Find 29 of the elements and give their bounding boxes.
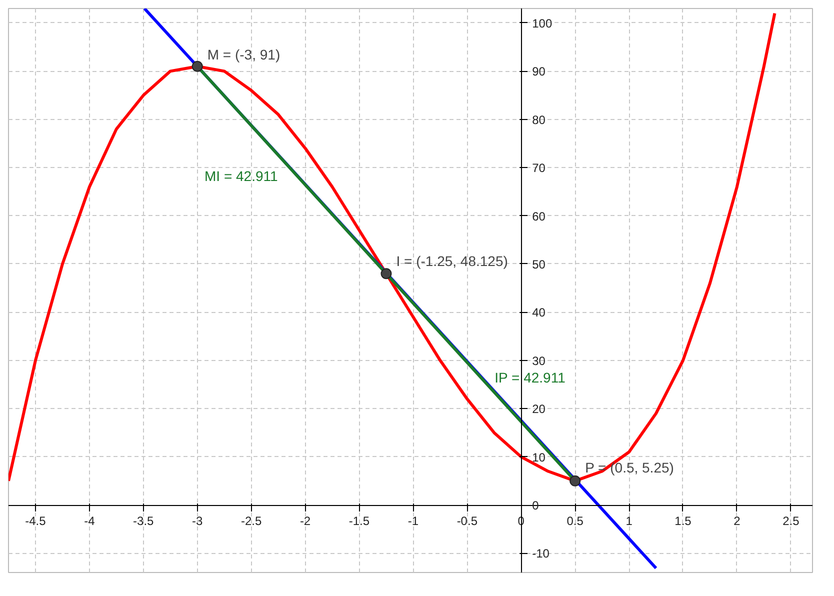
y-tick-label: 70 <box>532 161 546 176</box>
y-tick-label: 30 <box>532 354 546 368</box>
y-tick-label: 10 <box>532 450 546 464</box>
y-tick-label: 40 <box>532 306 546 320</box>
series-label: IP = 42.911 <box>494 369 566 386</box>
y-tick-label: -10 <box>532 546 550 561</box>
x-tick-label: -0.5 <box>456 514 478 528</box>
x-tick-label: -2.5 <box>240 514 262 528</box>
series-label: MI = 42.911 <box>204 168 278 184</box>
y-tick-label: 20 <box>532 402 546 416</box>
y-tick-label: 60 <box>532 209 546 224</box>
x-tick-label: 2.5 <box>782 514 800 528</box>
x-tick-label: -4 <box>84 514 96 528</box>
x-tick-label: 1.5 <box>674 514 692 528</box>
x-tick-label: -1 <box>408 514 419 528</box>
x-tick-label: -3 <box>192 514 204 528</box>
x-tick-label: -2 <box>300 514 311 528</box>
annotation: M = (-3, 91) <box>207 46 280 62</box>
annotation: I = (-1.25, 48.125) <box>396 253 508 270</box>
y-tick-label: 50 <box>532 257 546 272</box>
y-tick-label: 90 <box>532 64 546 79</box>
y-tick-label: 80 <box>532 112 546 127</box>
x-tick-label: 0.5 <box>566 514 584 528</box>
x-tick-label: -3.5 <box>133 514 154 528</box>
x-tick-label: -4.5 <box>25 514 46 528</box>
x-tick-label: -1.5 <box>348 514 370 528</box>
x-tick-label: 1 <box>626 514 633 528</box>
x-tick-label: 2 <box>734 514 741 528</box>
y-tick-label: 100 <box>532 16 552 30</box>
